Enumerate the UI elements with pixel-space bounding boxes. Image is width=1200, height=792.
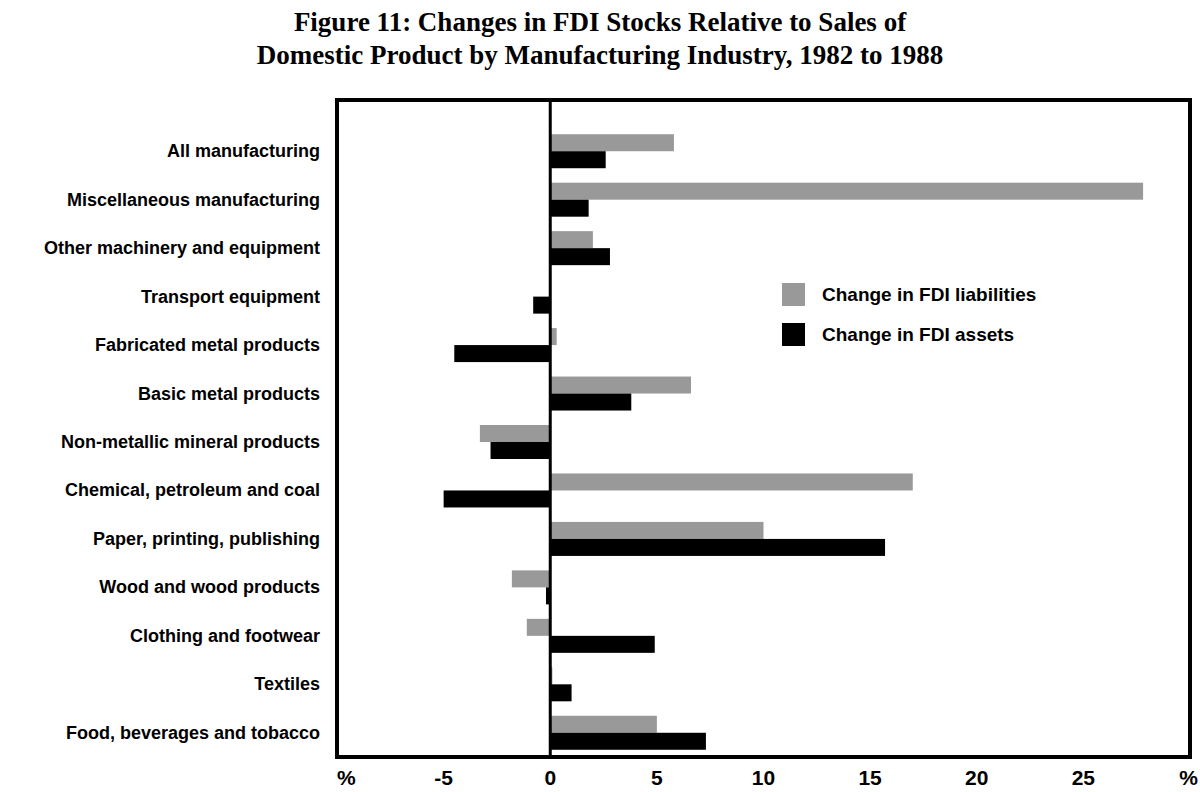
bar [550, 394, 631, 411]
category-label: Miscellaneous manufacturing [67, 190, 320, 210]
category-label: Wood and wood products [99, 577, 320, 597]
category-label: Clothing and footwear [130, 626, 320, 646]
bar [454, 345, 550, 362]
bar [550, 183, 1143, 200]
bar [550, 377, 691, 394]
bar [480, 425, 550, 442]
category-label: Paper, printing, publishing [93, 529, 320, 549]
category-label: Other machinery and equipment [44, 238, 320, 258]
x-tick-label: 15 [858, 766, 882, 789]
x-tick-label: -5 [434, 766, 453, 789]
category-label: Textiles [254, 674, 320, 694]
bar [512, 570, 550, 587]
bar [550, 248, 610, 265]
legend-swatch [782, 283, 805, 306]
bar [550, 473, 913, 490]
category-label: Chemical, petroleum and coal [65, 480, 320, 500]
bar [550, 134, 674, 151]
legend: Change in FDI liabilities Change in FDI a… [782, 283, 1036, 346]
x-tick-label: % [1179, 766, 1198, 789]
x-tick-label: 5 [651, 766, 663, 789]
x-tick-label: 20 [965, 766, 988, 789]
bar [550, 231, 593, 248]
title-wrap: Figure 11: Changes in FDI Stocks Relativ… [0, 6, 1200, 72]
zero-line [549, 100, 552, 757]
bar [491, 442, 551, 459]
bar [444, 490, 551, 507]
bar [550, 200, 588, 217]
title: Figure 11: Changes in FDI Stocks Relativ… [255, 6, 945, 72]
chart: % -5 0 5 10 15 20 25% All manufacturing Miscellan… [0, 0, 1200, 792]
plot-frame [337, 100, 1190, 757]
legend-swatch [782, 323, 805, 346]
bars [444, 134, 1143, 750]
category-label: Non-metallic mineral products [61, 432, 320, 452]
legend-label: Change in FDI assets [822, 324, 1014, 345]
category-label: All manufacturing [167, 141, 320, 161]
bar [550, 151, 605, 168]
bar [550, 539, 885, 556]
category-label: Food, beverages and tobacco [66, 723, 320, 743]
x-tick-label: 0 [544, 766, 556, 789]
category-label: Transport equipment [141, 287, 320, 307]
x-tick-label: 10 [752, 766, 775, 789]
category-label: Basic metal products [138, 384, 320, 404]
x-tick-label: 25 [1072, 766, 1096, 789]
bar [533, 297, 550, 314]
bar [527, 619, 550, 636]
bar [550, 522, 763, 539]
legend-label: Change in FDI liabilities [822, 284, 1036, 305]
bar [550, 716, 657, 733]
category-label: Fabricated metal products [95, 335, 320, 355]
bar [550, 684, 571, 701]
bar [550, 733, 706, 750]
x-tick-label: % [337, 766, 356, 789]
bar [550, 636, 654, 653]
